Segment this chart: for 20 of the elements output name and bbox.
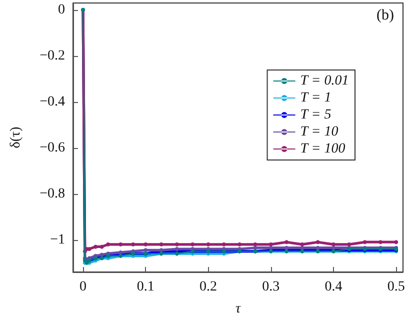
y-axis-title: δ(τ)	[8, 126, 24, 148]
x-tick-label: 0.5	[387, 280, 405, 294]
legend-label: T = 100	[300, 142, 346, 156]
annotation: (b)	[376, 8, 394, 24]
x-tick-label: 0.4	[324, 280, 342, 294]
y-tick-label: −0.8	[40, 186, 65, 202]
y-tick-label: −0.2	[40, 48, 65, 64]
x-tick-label: 0.1	[136, 280, 154, 294]
y-tick-label: −0.6	[40, 140, 65, 156]
x-tick-label: 0.2	[200, 280, 218, 294]
y-tick-label: −1	[50, 232, 65, 248]
legend-label: T = 1	[300, 90, 332, 106]
x-axis-title: τ	[235, 302, 242, 316]
legend-label: T = 5	[300, 108, 332, 122]
y-tick-label: 0	[58, 2, 65, 18]
legend-label: T = 10	[300, 124, 338, 140]
x-tick-label: 0	[80, 280, 87, 294]
legend-label: T = 0.01	[300, 74, 349, 88]
x-tick-label: 0.3	[262, 280, 280, 294]
y-tick-label: −0.4	[40, 94, 65, 110]
